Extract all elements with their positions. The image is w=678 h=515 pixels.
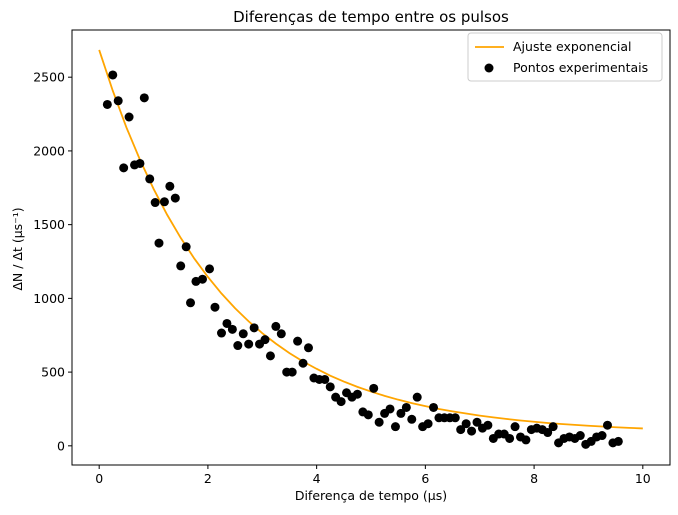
- data-point: [423, 419, 433, 429]
- y-axis-ticks: 0 500 1000 1500 2000 2500: [33, 70, 72, 453]
- data-point: [401, 402, 411, 412]
- data-point: [548, 422, 558, 432]
- data-point: [412, 392, 422, 402]
- data-point: [336, 397, 346, 407]
- x-axis-label: Diferença de tempo (μs): [295, 488, 447, 503]
- data-point: [170, 193, 180, 203]
- data-point: [450, 413, 460, 423]
- data-point: [260, 335, 270, 345]
- data-point: [597, 431, 607, 441]
- legend-label-fit: Ajuste exponencial: [513, 39, 632, 54]
- data-point: [352, 389, 362, 399]
- data-point: [233, 341, 243, 351]
- data-point: [320, 374, 330, 384]
- data-point: [154, 238, 164, 248]
- y-tick-label: 1500: [33, 217, 65, 232]
- data-point: [407, 414, 417, 424]
- x-tick-label: 6: [421, 471, 429, 486]
- legend-label-points: Pontos experimentais: [513, 60, 648, 75]
- data-point: [521, 435, 531, 445]
- data-point: [287, 367, 297, 377]
- legend-box: [467, 32, 663, 82]
- data-point: [119, 163, 129, 173]
- data-point: [510, 422, 520, 432]
- data-point: [276, 329, 286, 339]
- data-point: [222, 318, 232, 328]
- y-tick-label: 500: [41, 365, 65, 380]
- data-point: [472, 417, 482, 427]
- data-point: [113, 96, 123, 106]
- data-point: [244, 339, 254, 349]
- fit-line-layer: [98, 49, 643, 430]
- y-tick-label: 2000: [33, 143, 65, 158]
- data-point: [265, 351, 275, 361]
- chart-title: Diferenças de tempo entre os pulsos: [233, 8, 509, 26]
- points-layer: [102, 70, 623, 449]
- data-point: [176, 261, 186, 271]
- data-point: [108, 70, 118, 80]
- data-point: [374, 417, 384, 427]
- data-point: [325, 382, 335, 392]
- x-tick-label: 0: [95, 471, 103, 486]
- data-point: [575, 431, 585, 441]
- data-point: [205, 264, 215, 274]
- data-point: [298, 358, 308, 368]
- data-point: [135, 158, 145, 168]
- data-point: [385, 404, 395, 414]
- data-point: [293, 336, 303, 346]
- data-point: [396, 408, 406, 418]
- x-tick-label: 8: [530, 471, 538, 486]
- data-point: [249, 323, 259, 333]
- data-point: [505, 433, 515, 443]
- y-tick-label: 2500: [33, 70, 65, 85]
- data-point: [102, 99, 112, 109]
- data-point: [363, 410, 373, 420]
- data-point: [139, 93, 149, 103]
- data-point: [145, 174, 155, 184]
- data-point: [124, 112, 134, 122]
- data-point: [303, 343, 313, 353]
- data-point: [613, 436, 623, 446]
- data-point: [159, 197, 169, 207]
- data-point: [271, 321, 281, 331]
- y-axis-label: ΔN / Δt (μs⁻¹): [10, 207, 25, 290]
- data-point: [227, 324, 237, 334]
- x-axis-ticks: 0 2 4 6 8 10: [95, 465, 651, 486]
- y-tick-label: 0: [57, 438, 65, 453]
- legend: Ajuste exponencial Pontos experimentais: [467, 32, 663, 82]
- fit-line: [98, 49, 643, 430]
- axes-frame: [71, 29, 671, 466]
- data-point: [429, 402, 439, 412]
- data-point: [461, 419, 471, 429]
- data-point: [181, 242, 191, 252]
- data-point: [197, 274, 207, 284]
- data-point: [238, 329, 248, 339]
- data-point: [369, 383, 379, 393]
- x-tick-label: 2: [204, 471, 212, 486]
- plot-area: 0 2 4 6 8 10 0 500 1000 1500 2000 2500: [33, 29, 671, 486]
- data-point: [186, 298, 196, 308]
- data-point: [467, 426, 477, 436]
- y-tick-label: 1000: [33, 291, 65, 306]
- data-point: [165, 181, 175, 191]
- data-point: [543, 428, 553, 438]
- data-point: [390, 422, 400, 432]
- data-point: [210, 302, 220, 312]
- legend-points-swatch: [484, 63, 494, 73]
- data-point: [217, 328, 226, 338]
- x-tick-label: 10: [635, 471, 651, 486]
- data-point: [456, 425, 466, 435]
- data-point: [483, 420, 493, 430]
- data-point: [602, 420, 612, 430]
- data-point: [150, 198, 160, 208]
- x-tick-label: 4: [313, 471, 321, 486]
